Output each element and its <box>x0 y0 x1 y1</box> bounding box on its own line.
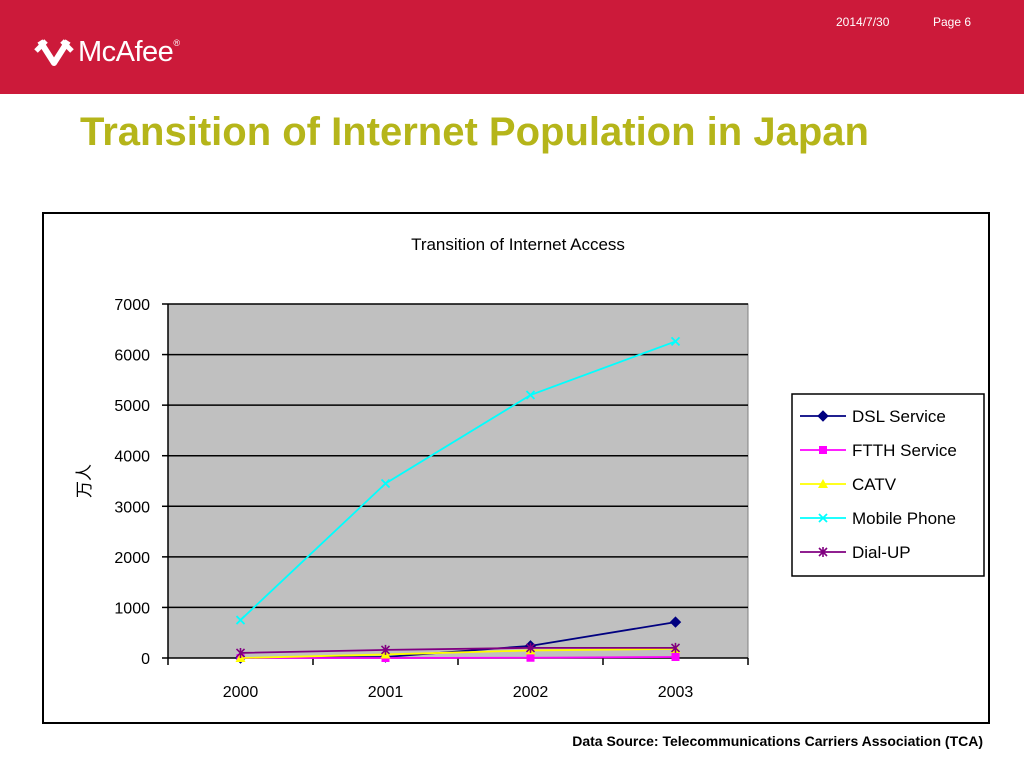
line-chart: Transition of Internet Access 0 1000 2000 30… <box>75 235 985 701</box>
legend-label: FTTH Service <box>852 441 957 460</box>
slide-date: 2014/7/30 <box>836 15 890 29</box>
data-point-1-2 <box>526 653 535 662</box>
legend-label: Dial-UP <box>852 543 911 562</box>
header-bar: McAfee® 2014/7/30 Page 6 <box>0 0 1024 94</box>
legend-swatch-marker <box>819 446 827 454</box>
legend-label: DSL Service <box>852 407 946 426</box>
x-tick-label: 2001 <box>368 684 404 701</box>
page-number: Page 6 <box>933 15 972 29</box>
series-line-2 <box>240 647 676 659</box>
legend-swatch-marker <box>817 410 829 422</box>
data-point-4-1 <box>380 644 391 655</box>
data-point-3-0 <box>235 615 246 625</box>
chart-frame: Transition of Internet Access 0 1000 2000 30… <box>42 212 990 724</box>
legend-swatch-marker <box>818 479 828 488</box>
legend-label: CATV <box>852 475 897 494</box>
x-tick-label: 2000 <box>223 684 259 701</box>
mcafee-logo: McAfee® <box>34 33 180 71</box>
y-tick-label: 2000 <box>114 550 150 567</box>
legend-label: Mobile Phone <box>852 509 956 528</box>
data-point-4-3 <box>670 642 681 653</box>
legend-swatch-marker <box>818 547 828 557</box>
series-line-1 <box>240 656 676 659</box>
y-tick-label: 7000 <box>114 297 150 314</box>
series-line-3 <box>239 340 676 621</box>
data-point-0-3 <box>669 616 682 628</box>
legend-swatch-marker <box>818 513 828 523</box>
brand-name: McAfee® <box>78 35 180 68</box>
slide-title: Transition of Internet Population in Jap… <box>80 110 869 154</box>
data-point-1-3 <box>671 652 680 661</box>
data-point-4-2 <box>525 642 536 653</box>
mcafee-shield-icon <box>34 39 74 66</box>
data-point-3-2 <box>525 390 536 400</box>
series-line-4 <box>240 646 676 654</box>
data-source-note: Data Source: Telecommunications Carriers… <box>572 733 983 749</box>
x-tick-label: 2002 <box>513 684 549 701</box>
y-tick-label: 1000 <box>114 600 150 617</box>
y-tick-label: 4000 <box>114 449 150 466</box>
y-axis-label: 万人 <box>75 464 95 498</box>
x-tick-label: 2003 <box>658 684 694 701</box>
y-tick-label: 6000 <box>114 348 150 365</box>
y-tick-label: 3000 <box>114 499 150 516</box>
y-tick-label: 5000 <box>114 398 150 415</box>
data-point-3-1 <box>380 478 391 489</box>
data-point-3-3 <box>670 336 681 347</box>
plot-area <box>167 303 749 659</box>
chart-title: Transition of Internet Access <box>411 235 625 254</box>
data-point-4-0 <box>235 647 246 658</box>
y-tick-label: 0 <box>141 651 150 668</box>
